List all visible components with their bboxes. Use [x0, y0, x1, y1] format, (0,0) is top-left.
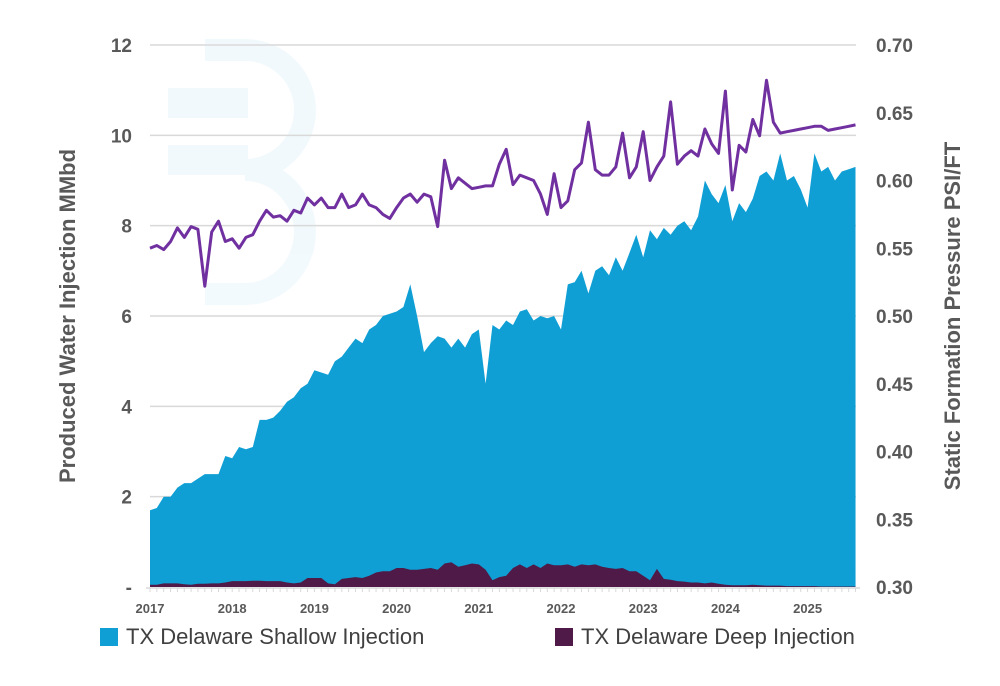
y-right-tick-label: 0.50: [876, 307, 913, 328]
tick-labels: - 2 4 6 8 10 12 0.30 0.35 0.40 0.45 0.50 0.55 0.60 0.6…: [111, 36, 914, 616]
watermark-logo: DATA.INSIGHT.OUTCOMES.: [168, 39, 514, 305]
y-left-tick-label: 4: [121, 397, 132, 418]
x-tick-label: 2024: [711, 601, 741, 616]
y-left-tick-label: 6: [121, 307, 132, 328]
lines: [149, 78, 856, 288]
y-right-tick-label: 0.55: [876, 239, 913, 260]
y-left-tick-label: 2: [121, 488, 132, 509]
y-left-tick-label: 8: [121, 217, 132, 238]
x-tick-label: 2017: [136, 601, 165, 616]
x-tick-label: 2020: [382, 601, 411, 616]
x-tick-label: 2018: [218, 601, 247, 616]
legend-swatch-deep: [555, 628, 573, 646]
legend-swatch-shallow: [100, 628, 118, 646]
x-tick-label: 2025: [793, 601, 822, 616]
x-tick-label: 2019: [300, 601, 329, 616]
y-right-tick-label: 0.60: [876, 172, 913, 193]
line-series-2: [149, 78, 856, 288]
legend-item-deep: TX Delaware Deep Injection: [555, 624, 855, 650]
legend-item-shallow: TX Delaware Shallow Injection: [100, 624, 424, 650]
area-series-0: [150, 153, 856, 587]
y-left-tick-label: 10: [111, 126, 132, 147]
x-tick-label: 2023: [629, 601, 658, 616]
x-tick-label: 2021: [464, 601, 493, 616]
y-right-tick-label: 0.65: [876, 104, 913, 125]
watermark-text: DATA.: [305, 82, 407, 115]
y-left-tick-label: 12: [111, 36, 132, 57]
x-tick-label: 2022: [547, 601, 576, 616]
x-axis: [146, 587, 860, 592]
y-axis-left-title: Produced Water Injection MMbd: [55, 149, 80, 483]
area-series-1: [150, 562, 856, 587]
watermark-text: OUTCOMES.: [305, 156, 514, 189]
y-right-tick-label: 0.30: [876, 578, 913, 599]
y-axis-right-title: Static Formation Pressure PSI/FT: [940, 141, 965, 490]
areas: [150, 153, 856, 587]
y-left-tick-label: -: [126, 578, 132, 599]
y-right-tick-label: 0.45: [876, 375, 913, 396]
y-right-tick-label: 0.35: [876, 510, 913, 531]
y-right-tick-label: 0.70: [876, 36, 913, 57]
legend-label-deep: TX Delaware Deep Injection: [581, 624, 855, 649]
legend-label-shallow: TX Delaware Shallow Injection: [126, 624, 425, 649]
y-right-tick-label: 0.40: [876, 443, 913, 464]
